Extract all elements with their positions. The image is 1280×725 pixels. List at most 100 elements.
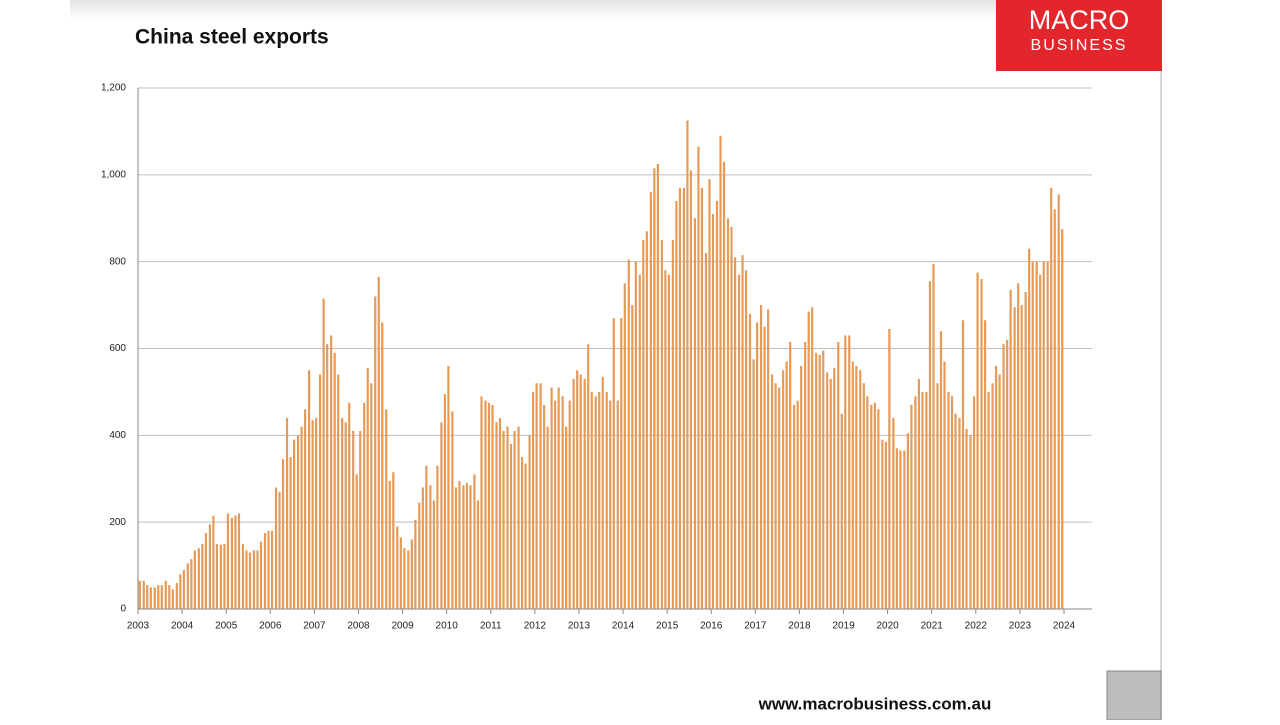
x-tick-label: 2023 <box>1009 621 1032 632</box>
bar <box>149 587 152 609</box>
bar <box>645 231 648 609</box>
bar <box>961 320 965 609</box>
bar <box>572 378 575 609</box>
bar <box>752 359 755 609</box>
bar <box>759 305 763 609</box>
bar <box>917 378 921 609</box>
bar <box>248 552 252 609</box>
bar <box>436 465 439 609</box>
bar <box>1024 292 1027 609</box>
bar <box>1061 229 1064 609</box>
bar <box>1046 261 1049 609</box>
bar <box>789 341 792 609</box>
bar <box>344 422 347 609</box>
bar <box>693 218 697 609</box>
bar <box>440 422 443 609</box>
bar <box>587 344 590 609</box>
bar <box>689 170 693 609</box>
bar <box>1050 187 1053 609</box>
bar <box>804 341 807 609</box>
bar <box>476 500 480 609</box>
bar <box>458 480 461 609</box>
bar <box>204 533 208 609</box>
bar <box>219 544 222 609</box>
bar <box>925 391 928 609</box>
bar <box>800 365 803 609</box>
bar <box>686 120 689 609</box>
x-tick-label: 2018 <box>788 621 811 632</box>
bar <box>969 435 972 609</box>
bar <box>866 396 869 609</box>
bar <box>958 417 961 609</box>
bar <box>793 404 796 609</box>
bar <box>520 457 524 609</box>
bar <box>892 417 895 609</box>
bar <box>465 483 469 609</box>
bar <box>627 259 630 609</box>
bar <box>263 533 267 609</box>
bar <box>410 539 413 609</box>
bar <box>201 543 204 609</box>
bar <box>881 439 884 609</box>
bar <box>811 307 814 609</box>
bar <box>1002 344 1005 609</box>
bar <box>223 543 226 609</box>
bar <box>623 283 626 609</box>
bar <box>285 417 289 609</box>
x-tick-label: 2005 <box>215 621 238 632</box>
bar <box>215 543 219 609</box>
bar <box>193 550 196 609</box>
bar <box>877 409 880 609</box>
top-shadow <box>70 0 1162 20</box>
bar <box>359 430 362 609</box>
bar <box>829 378 832 609</box>
bar <box>160 585 163 609</box>
bar <box>579 374 582 609</box>
bar <box>278 491 281 609</box>
bar <box>998 374 1001 609</box>
bar <box>473 474 476 609</box>
x-tick-label: 2003 <box>127 621 150 632</box>
logo-box <box>996 0 1162 71</box>
bar <box>388 480 391 609</box>
bar <box>782 370 785 609</box>
bar <box>396 526 399 609</box>
bar <box>381 322 384 609</box>
bar <box>884 441 887 609</box>
bar <box>337 374 340 609</box>
bar <box>704 252 708 609</box>
bar <box>634 261 637 609</box>
bar <box>594 396 597 609</box>
bar <box>711 213 715 610</box>
bar <box>642 239 645 610</box>
bar <box>403 548 406 609</box>
bar <box>748 313 752 609</box>
bar <box>774 383 777 609</box>
bar <box>921 391 924 609</box>
bar <box>326 344 329 609</box>
bar <box>241 543 245 609</box>
bar <box>980 279 983 609</box>
bar <box>370 383 373 609</box>
bar <box>274 487 278 609</box>
x-tick-label: 2016 <box>700 621 723 632</box>
bar <box>281 459 285 609</box>
bar <box>146 585 149 609</box>
x-tick-label: 2021 <box>921 621 944 632</box>
bar <box>1042 261 1045 609</box>
bar <box>333 352 336 609</box>
bar <box>179 574 182 609</box>
bar <box>377 276 380 609</box>
bar <box>374 296 377 609</box>
bar <box>498 417 502 609</box>
bar <box>660 239 663 610</box>
bar <box>546 426 549 609</box>
bar <box>590 391 593 609</box>
bar <box>237 513 241 609</box>
bar <box>1039 274 1042 609</box>
bar <box>252 550 256 609</box>
bar <box>502 430 505 609</box>
bar <box>432 500 435 609</box>
bar <box>175 582 178 609</box>
